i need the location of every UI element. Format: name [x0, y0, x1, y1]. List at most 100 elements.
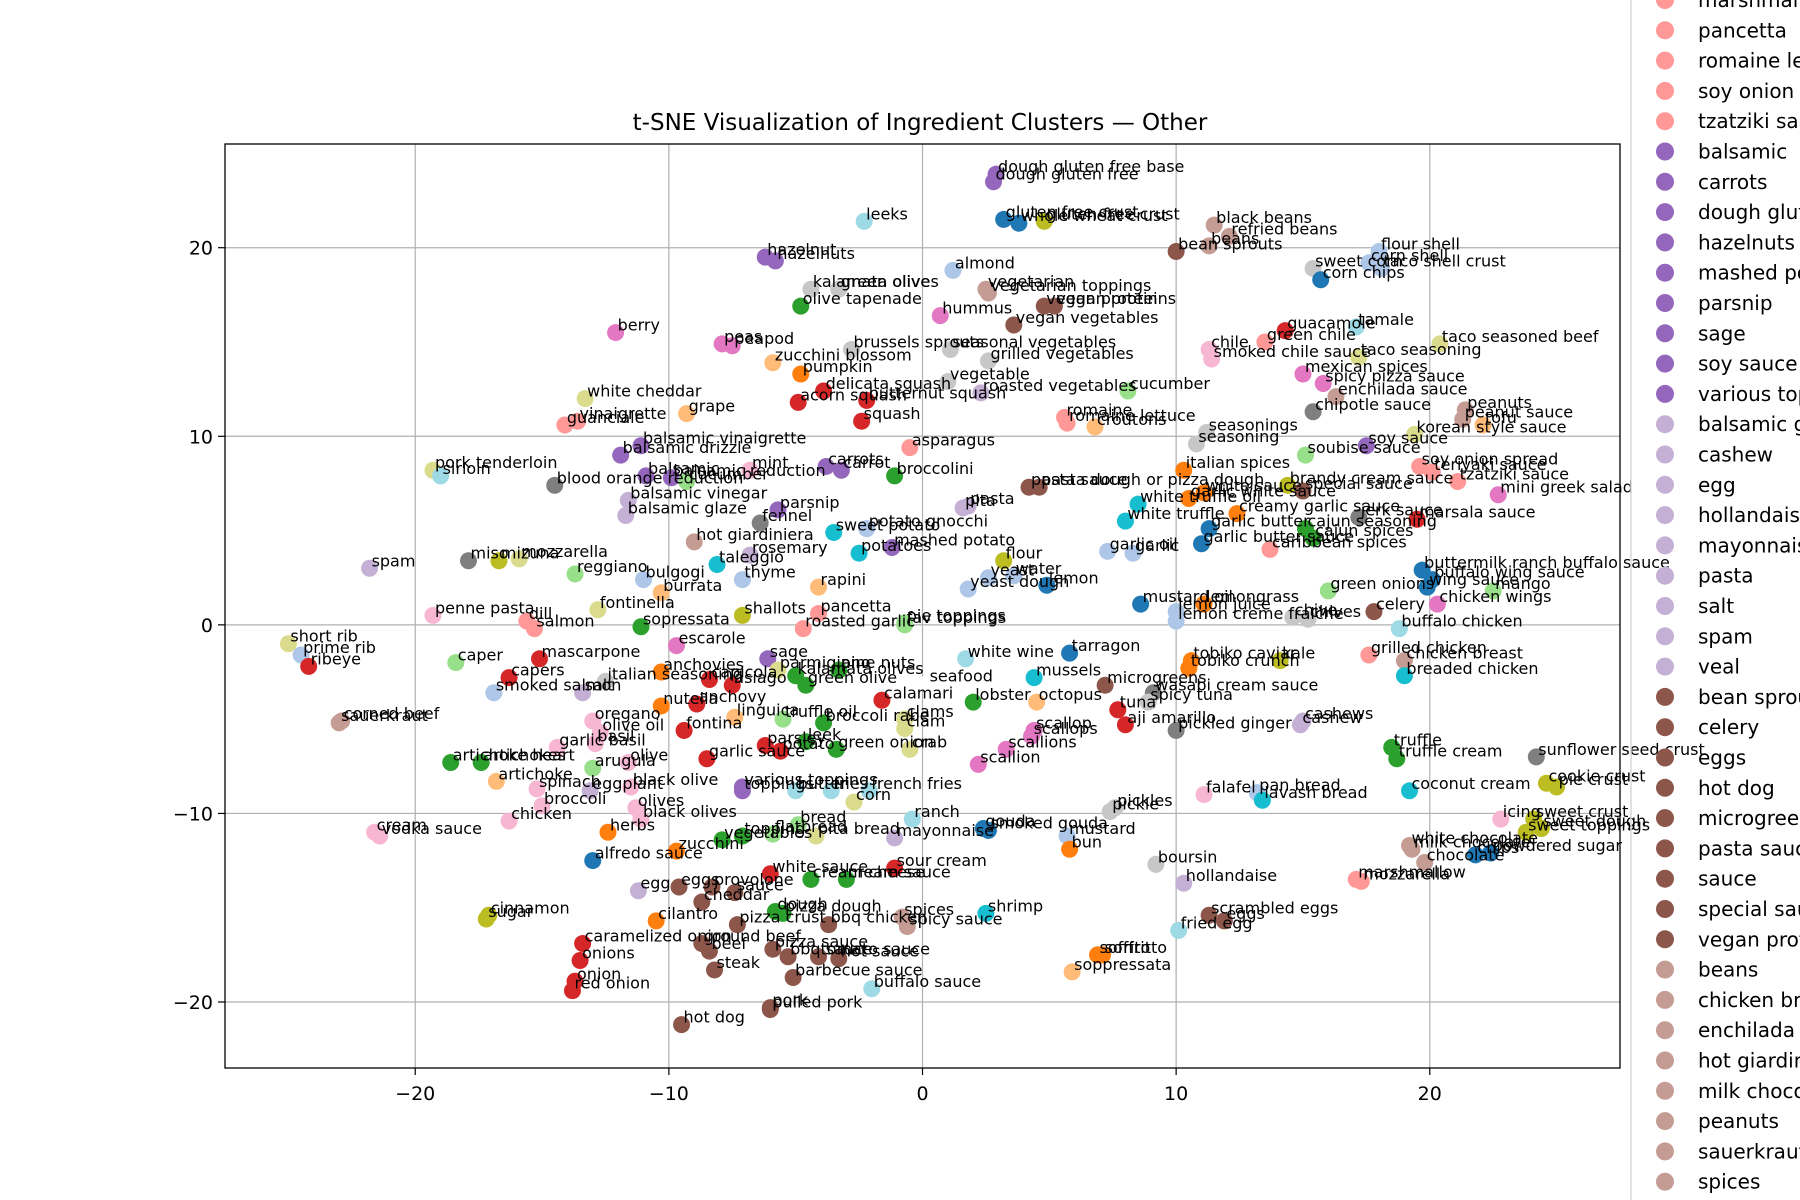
- point-label: sweet toppings: [1528, 815, 1650, 834]
- point-label: barbecue sauce: [795, 960, 922, 979]
- point-label: ribeye: [311, 649, 361, 668]
- scatter-point: [1449, 473, 1467, 491]
- point-label: soffritto: [1105, 938, 1168, 957]
- scatter-point: [637, 467, 655, 485]
- legend-marker: [1656, 233, 1674, 252]
- point-label: scallion: [980, 747, 1040, 766]
- scatter-point: [675, 721, 693, 739]
- point-label: pork: [772, 991, 809, 1010]
- y-tick-label: −20: [173, 992, 213, 1014]
- scatter-point: [700, 942, 718, 960]
- legend-marker: [1656, 869, 1674, 888]
- point-label: sweet potato: [836, 515, 941, 534]
- scatter-point: [764, 825, 782, 843]
- scatter-point: [1403, 840, 1421, 858]
- point-label: water: [1016, 559, 1062, 578]
- point-label: romaine: [1067, 400, 1133, 419]
- scatter-point: [1357, 437, 1375, 455]
- legend-label: bean sprouts: [1698, 685, 1800, 709]
- scatter-point: [556, 416, 574, 434]
- scatter-point: [1261, 540, 1279, 558]
- scatter-point: [733, 827, 751, 845]
- scatter-point: [1304, 403, 1322, 421]
- scatter-point: [1314, 374, 1332, 392]
- scatter-point: [1180, 490, 1198, 508]
- point-label: white truffle: [1127, 504, 1224, 523]
- point-label: corned beef: [344, 704, 440, 723]
- scatter-point: [792, 365, 810, 383]
- point-label: bread: [800, 808, 846, 827]
- scatter-point: [1418, 578, 1436, 596]
- point-label: balsamic reduction: [673, 461, 825, 480]
- point-label: flour shell: [1381, 234, 1460, 253]
- point-label: shallots: [744, 598, 806, 617]
- point-label: garlic: [1135, 536, 1179, 555]
- point-label: balsamic vinegar: [630, 483, 767, 502]
- point-label: cream cheese: [813, 862, 925, 881]
- point-label: green olive: [808, 668, 897, 687]
- point-label: pita: [965, 491, 996, 510]
- scatter-point: [635, 571, 652, 589]
- scatter-point: [617, 506, 635, 524]
- point-label: chicken: [511, 804, 572, 823]
- scatter-point: [751, 514, 769, 532]
- point-label: nutella: [663, 689, 718, 708]
- scatter-point: [619, 491, 637, 509]
- scatter-point: [817, 457, 835, 475]
- point-label: corn shell: [1371, 246, 1448, 265]
- point-label: flatbread: [775, 817, 847, 836]
- scatter-point: [693, 893, 711, 911]
- point-label: balsamic glaze: [628, 498, 747, 517]
- scatter-point: [673, 1016, 691, 1034]
- point-label: potato gnocchi: [869, 512, 988, 531]
- scatter-point: [787, 782, 805, 800]
- scatter-point: [667, 637, 685, 655]
- point-label: roasted vegetables: [983, 376, 1137, 395]
- scatter-point: [1279, 476, 1297, 494]
- point-label: black beans: [1216, 208, 1312, 227]
- point-label: thyme: [744, 563, 795, 582]
- scatter-point: [825, 523, 843, 541]
- point-label: ground beef: [704, 927, 802, 946]
- point-label: white cheddar: [587, 382, 702, 401]
- point-label: scallions: [1008, 732, 1077, 751]
- point-label: french fries: [871, 774, 962, 793]
- point-label: salt: [585, 676, 614, 695]
- legend-marker: [1656, 0, 1674, 9]
- scatter-point: [741, 546, 759, 564]
- scatter-point: [1061, 644, 1079, 662]
- scatter-point: [810, 948, 828, 966]
- scatter-point: [832, 461, 850, 479]
- scatter-point: [1023, 727, 1041, 745]
- point-label: spicy tuna: [1150, 685, 1233, 704]
- scatter-point: [886, 829, 904, 847]
- point-label: peanut sauce: [1465, 402, 1573, 421]
- point-label: asiago: [734, 668, 786, 687]
- point-label: leek: [808, 725, 842, 744]
- point-label: balsamic drizzle: [623, 438, 752, 457]
- scatter-point: [698, 750, 716, 768]
- scatter-point: [979, 821, 997, 839]
- legend-label: carrots: [1698, 170, 1767, 194]
- point-label: spam: [372, 551, 416, 570]
- point-label: penne pasta: [435, 598, 535, 617]
- scatter-point: [584, 759, 602, 777]
- point-label: seafood: [930, 666, 993, 685]
- scatter-point: [586, 735, 604, 753]
- scatter-point: [726, 884, 744, 902]
- scatter-point: [820, 916, 838, 934]
- point-label: pie crust: [1559, 770, 1629, 789]
- scatter-point: [901, 740, 919, 758]
- point-label: artichoke heart: [453, 746, 575, 765]
- point-label: buffalo sauce: [874, 972, 981, 991]
- point-label: peas: [724, 327, 762, 346]
- point-label: miso: [470, 544, 508, 563]
- scatter-point: [1170, 921, 1188, 939]
- scatter-point: [1370, 242, 1388, 260]
- legend-marker: [1656, 597, 1674, 615]
- point-label: tuna: [1120, 693, 1156, 712]
- scatter-point: [629, 882, 647, 900]
